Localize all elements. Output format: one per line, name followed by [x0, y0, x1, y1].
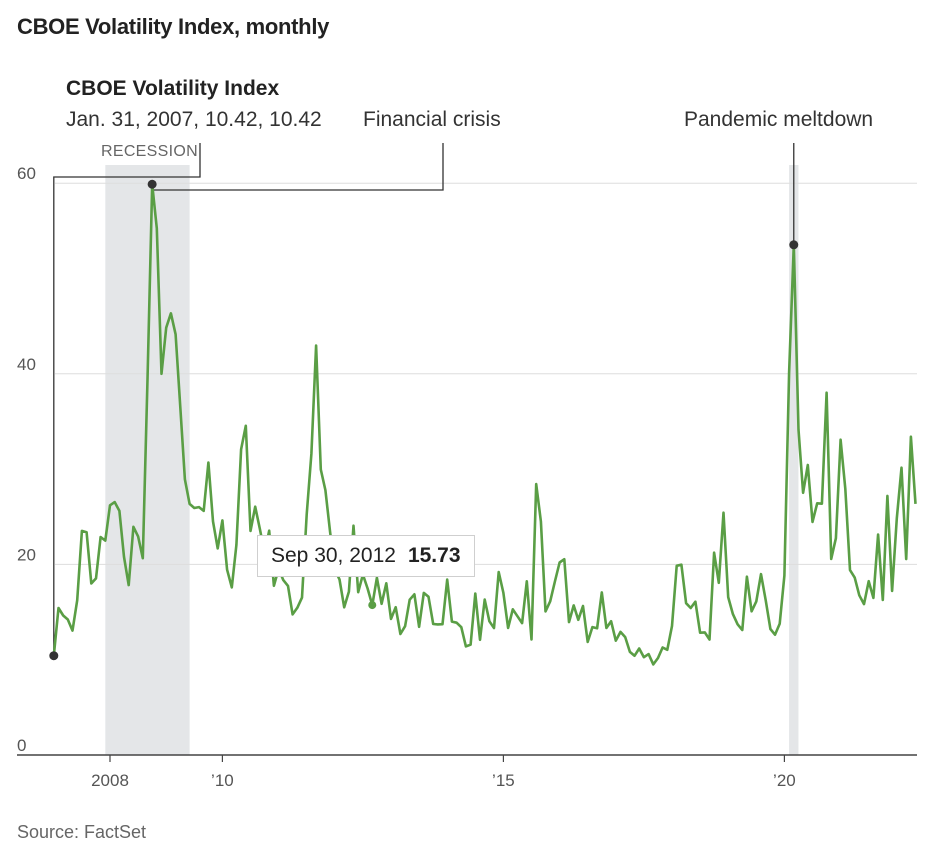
- x-tick-label-2008: 2008: [91, 771, 129, 790]
- annotation-first-point-title: CBOE Volatility Index: [66, 77, 280, 100]
- series-line-0: [52, 182, 917, 666]
- leader-first-point: [53, 143, 201, 656]
- y-tick-label-0: 0: [17, 736, 26, 755]
- x-tick-label-2010: ’10: [211, 771, 234, 790]
- recession-band-0: [105, 165, 190, 755]
- annotation-financial-crisis: Financial crisis: [363, 108, 501, 131]
- source-note: Source: FactSet: [17, 822, 147, 842]
- dot-financial-crisis: [147, 179, 157, 189]
- tooltip-value: 15.73: [407, 544, 461, 567]
- dot-first-point: [49, 651, 59, 661]
- dot-hover-point: [368, 601, 377, 610]
- annotation-pandemic: Pandemic meltdown: [684, 108, 874, 131]
- y-tick-label-20: 20: [17, 545, 36, 564]
- annotation-dot-layer: [49, 179, 799, 661]
- y-tick-label-60: 60: [17, 164, 36, 183]
- grid-layer: 0 20 40 60: [17, 164, 917, 755]
- recession-shading-layer: [105, 165, 799, 755]
- hover-tooltip: Sep 30, 2012 15.73: [257, 535, 475, 577]
- page-title: CBOE Volatility Index, monthly: [17, 14, 330, 39]
- recession-band-1: [789, 165, 799, 755]
- series-layer: [52, 182, 917, 666]
- annotation-first-point-label: Jan. 31, 2007, 10.42, 10.42: [66, 108, 322, 131]
- dot-pandemic: [789, 240, 799, 250]
- tooltip-date: Sep 30, 2012: [271, 544, 396, 567]
- x-tick-label-2020: ’20: [773, 771, 796, 790]
- y-tick-label-40: 40: [17, 355, 36, 374]
- axis-layer: 2008 ’10 ’15 ’20: [17, 754, 917, 790]
- recession-label: RECESSION: [101, 143, 198, 160]
- x-tick-label-2015: ’15: [492, 771, 515, 790]
